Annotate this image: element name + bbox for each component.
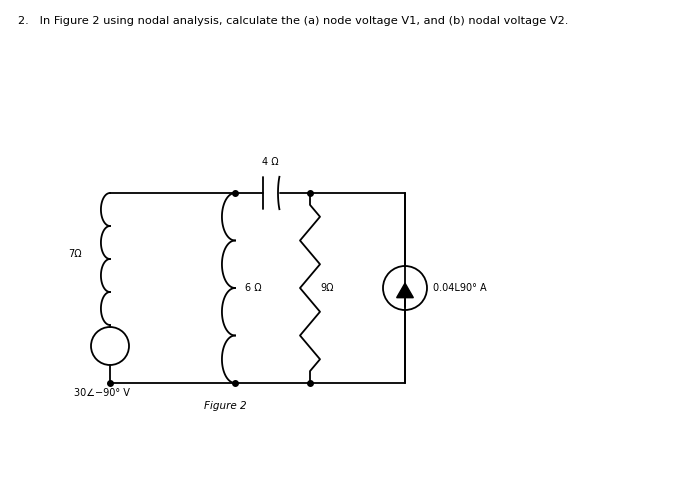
Text: 2.   In Figure 2 using nodal analysis, calculate the (a) node voltage V1, and (b: 2. In Figure 2 using nodal analysis, cal… (18, 16, 568, 26)
Text: 0.04L90° A: 0.04L90° A (433, 283, 487, 293)
Text: 4 Ω: 4 Ω (262, 157, 279, 167)
Text: 6 Ω: 6 Ω (245, 283, 262, 293)
Text: 7Ω: 7Ω (68, 249, 82, 259)
Polygon shape (397, 283, 413, 298)
Text: Figure 2: Figure 2 (204, 401, 246, 411)
Text: 9Ω: 9Ω (320, 283, 333, 293)
Text: 30∠−90° V: 30∠−90° V (74, 388, 130, 398)
